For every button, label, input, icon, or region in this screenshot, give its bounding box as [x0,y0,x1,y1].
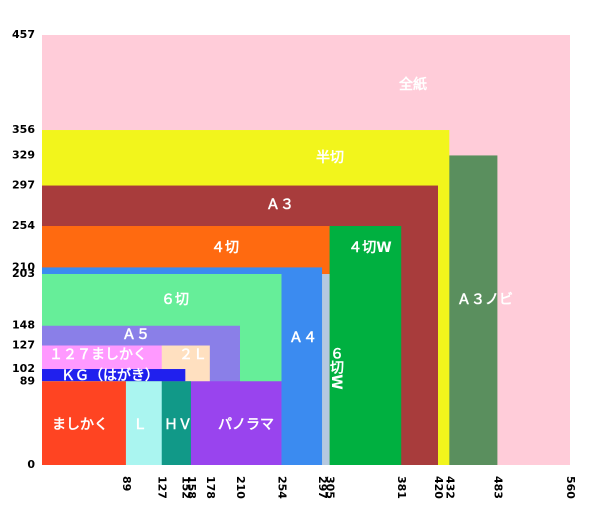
size-label: ４切 [211,240,239,256]
x-tick-label: 89 [120,476,133,491]
size-label: パノラマ [218,417,274,433]
size-label: ６切 [161,292,189,308]
size-label: Ａ５ [122,327,150,343]
x-tick-label: 432 [443,476,456,499]
size-label: ４切W [348,240,391,256]
x-tick-label: 210 [234,476,247,499]
size-label: １２７ましかく [49,347,147,363]
size-label: ２Ｌ [179,347,207,363]
x-tick-label: 560 [564,476,577,499]
size-label: Ｌ [133,417,147,433]
x-tick-label: 127 [156,476,169,499]
size-label: Ａ４ [289,330,317,346]
size-label: 全紙 [398,76,427,93]
x-tick-label: 305 [324,476,337,499]
x-tick-label: 178 [204,476,217,499]
y-tick-label: 148 [12,319,35,332]
y-tick-label: 356 [12,123,35,136]
y-tick-label: 102 [12,362,35,375]
y-tick-label: 329 [12,148,35,161]
y-tick-label: 203 [12,267,35,280]
x-tick-label: 297 [316,476,329,499]
size-label: ましかく [52,417,108,433]
size-label: ＫＧ（はがき） [61,367,159,384]
x-tick-label: 420 [432,476,445,499]
y-tick-label: 89 [20,374,35,387]
paper-size [42,381,126,465]
y-tick-label: 127 [12,339,35,352]
size-label: 半切 [316,149,344,166]
x-tick-label: 152 [179,476,192,499]
size-label: Ａ３ [266,197,294,213]
x-tick-label: 381 [395,476,408,499]
y-tick-label: 210 [12,260,35,273]
size-label: ＨＶ [164,417,192,433]
size-label: Ａ３ノビ [457,292,513,308]
size-label: ６切W [328,346,344,389]
y-tick-label: 457 [12,28,35,41]
y-tick-label: 0 [27,458,35,471]
y-tick-label: 297 [12,179,35,192]
y-tick-label: 254 [12,219,35,232]
x-tick-label: 254 [275,476,288,499]
x-tick-label: 483 [491,476,504,499]
x-tick-label: 158 [185,476,198,499]
